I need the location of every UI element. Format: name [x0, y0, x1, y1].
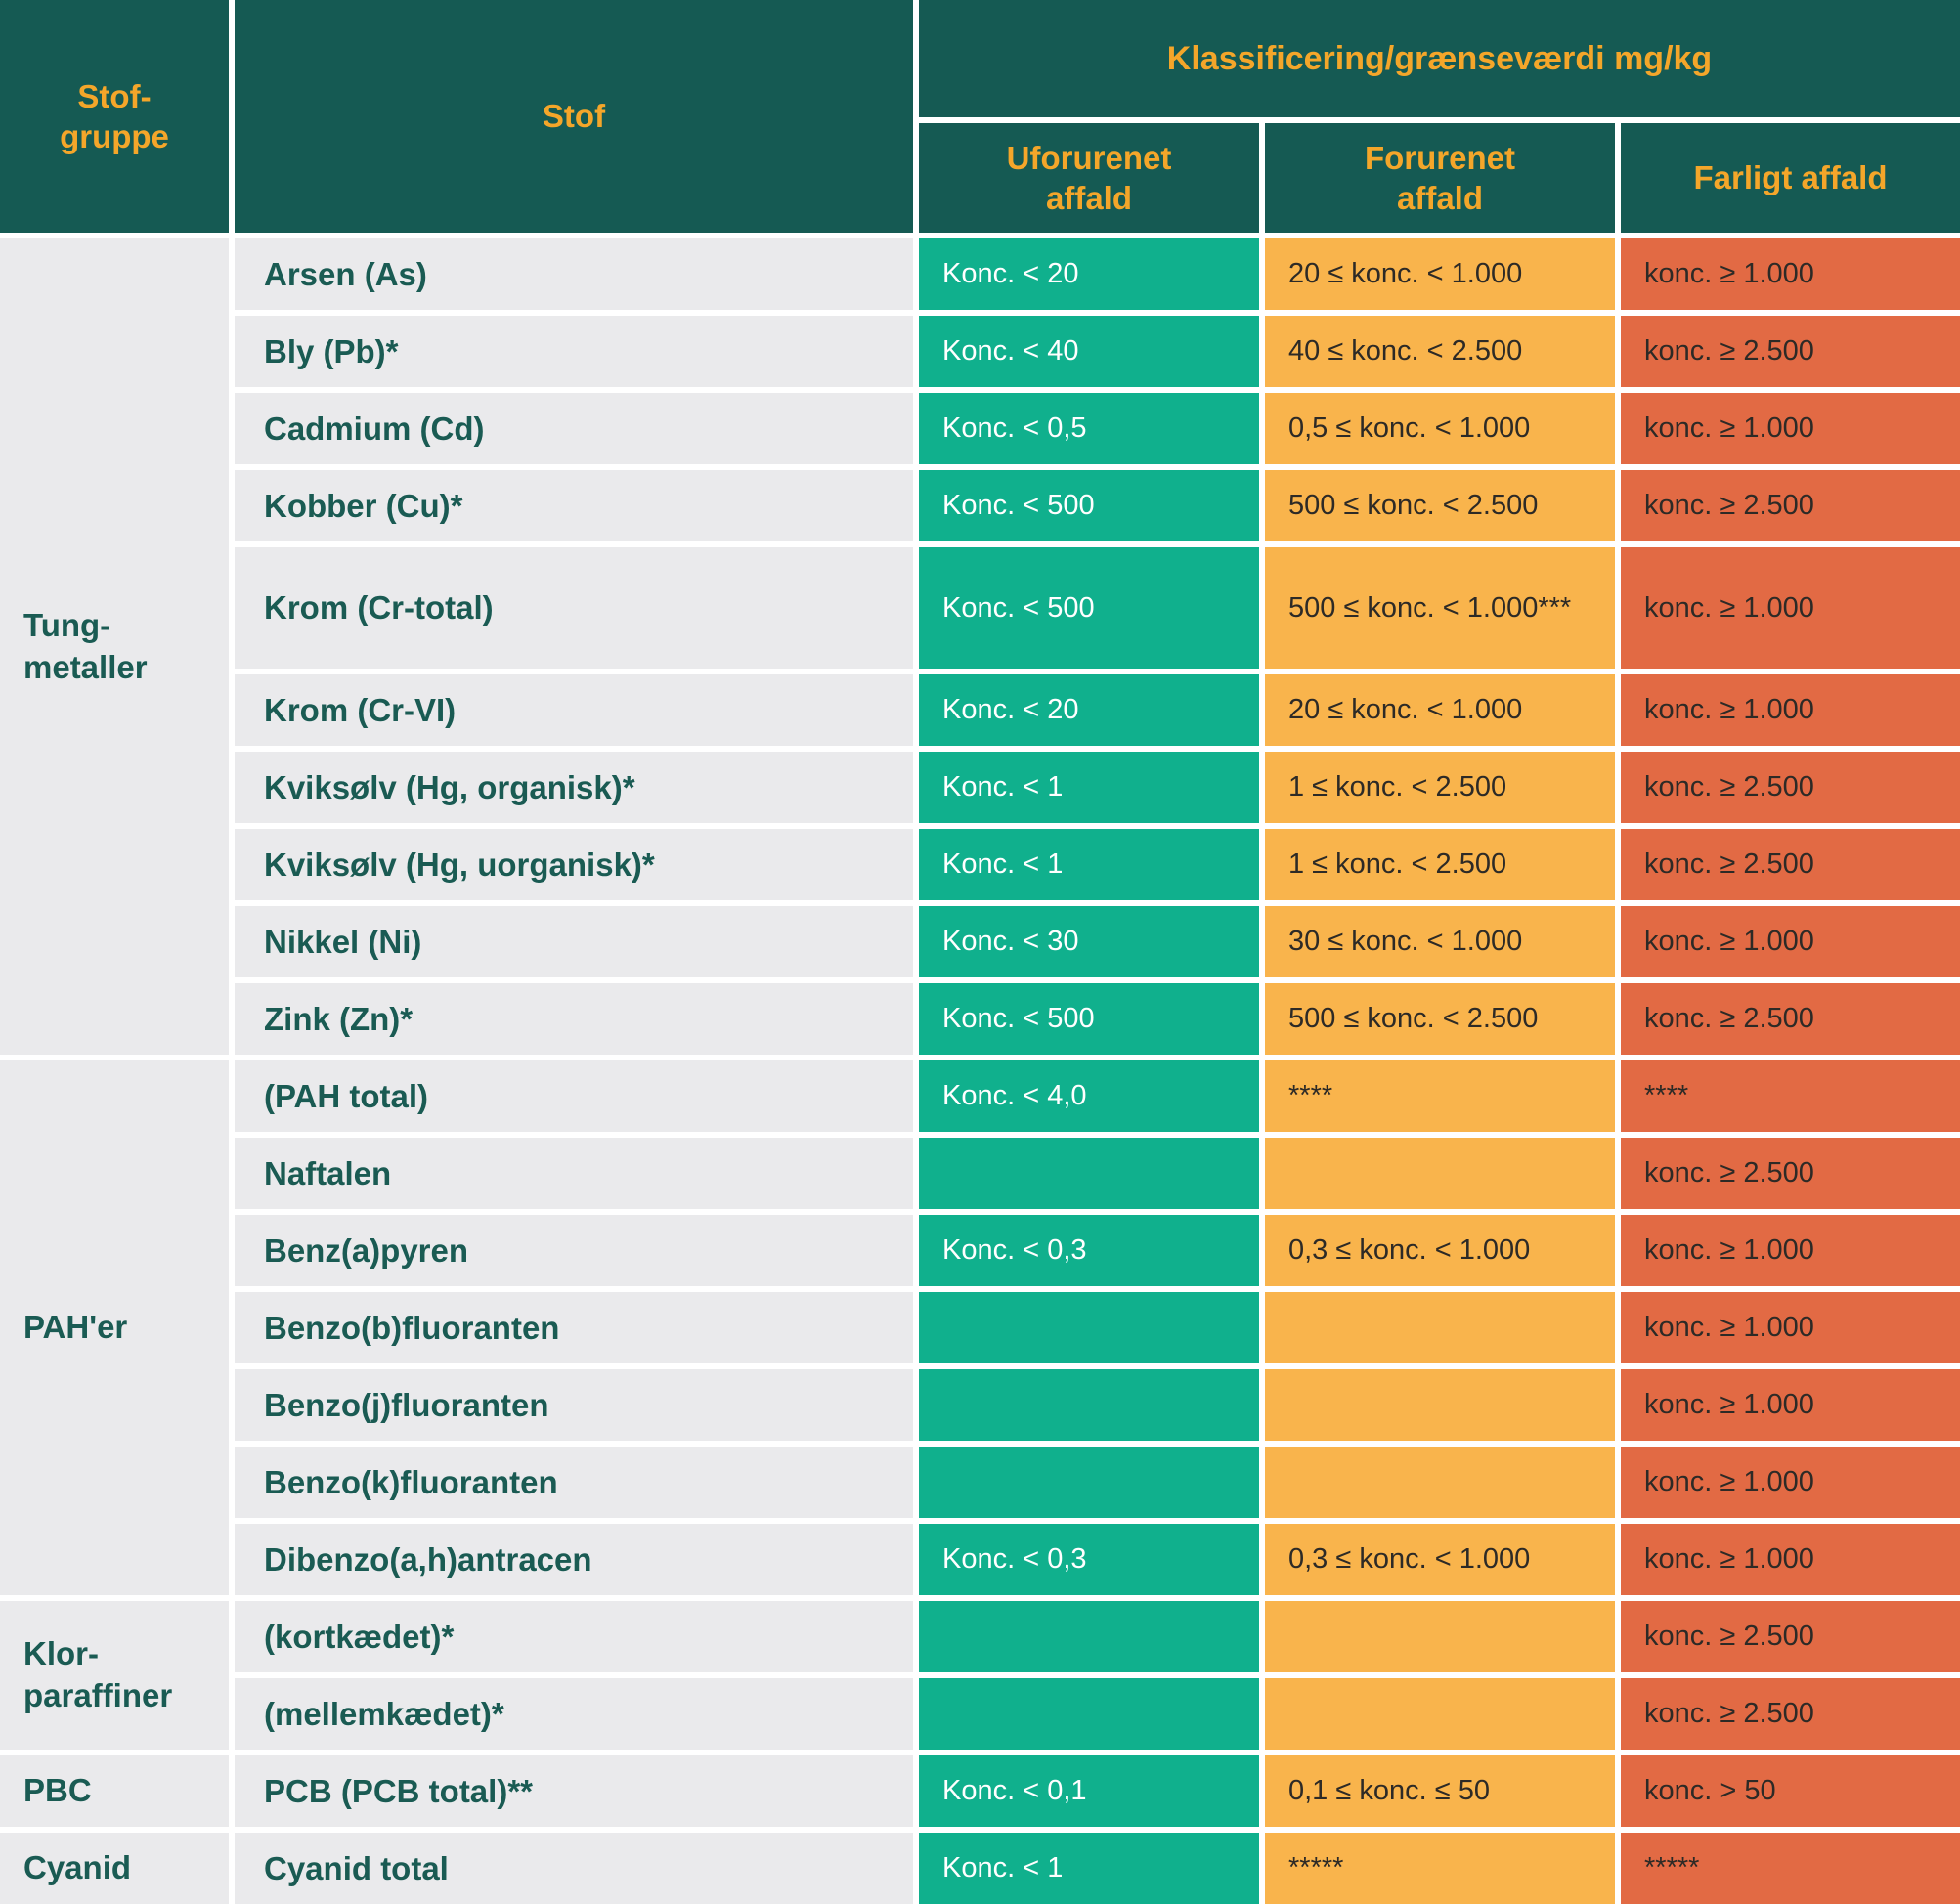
farligt-cell: ****: [1621, 1060, 1960, 1132]
forurenet-cell: 20 ≤ konc. < 1.000: [1265, 674, 1615, 746]
forurenet-cell: *****: [1265, 1833, 1615, 1904]
uforurenet-cell: Konc. < 20: [919, 674, 1259, 746]
farligt-cell: konc. ≥ 1.000: [1621, 1292, 1960, 1363]
substance-cell: Benzo(k)fluoranten: [235, 1447, 913, 1518]
uforurenet-cell: [919, 1678, 1259, 1750]
header-klassificering: Klassificering/grænseværdi mg/kg: [919, 0, 1960, 117]
farligt-cell: konc. ≥ 1.000: [1621, 674, 1960, 746]
forurenet-cell: 0,3 ≤ konc. < 1.000: [1265, 1215, 1615, 1286]
farligt-cell: konc. ≥ 2.500: [1621, 983, 1960, 1055]
substance-cell: Bly (Pb)*: [235, 316, 913, 387]
substance-cell: Benzo(j)fluoranten: [235, 1369, 913, 1441]
substance-cell: Nikkel (Ni): [235, 906, 913, 977]
forurenet-cell: 1 ≤ konc. < 2.500: [1265, 829, 1615, 900]
forurenet-cell: 500 ≤ konc. < 2.500: [1265, 983, 1615, 1055]
uforurenet-cell: Konc. < 500: [919, 470, 1259, 541]
header-stof: Stof: [235, 0, 913, 233]
uforurenet-cell: [919, 1447, 1259, 1518]
forurenet-cell: [1265, 1601, 1615, 1672]
substance-cell: Benzo(b)fluoranten: [235, 1292, 913, 1363]
group-paher: PAH'er: [0, 1060, 229, 1595]
header-stof-gruppe: Stof- gruppe: [0, 0, 229, 233]
forurenet-cell: 40 ≤ konc. < 2.500: [1265, 316, 1615, 387]
uforurenet-cell: Konc. < 20: [919, 238, 1259, 310]
subheader-forurenet: Forurenet affald: [1265, 123, 1615, 233]
substance-cell: (mellemkædet)*: [235, 1678, 913, 1750]
forurenet-cell: [1265, 1292, 1615, 1363]
substance-cell: PCB (PCB total)**: [235, 1755, 913, 1827]
group-pbc: PBC: [0, 1755, 229, 1827]
forurenet-cell: ****: [1265, 1060, 1615, 1132]
substance-cell: Arsen (As): [235, 238, 913, 310]
forurenet-cell: 0,3 ≤ konc. < 1.000: [1265, 1524, 1615, 1595]
uforurenet-cell: Konc. < 40: [919, 316, 1259, 387]
farligt-cell: konc. ≥ 2.500: [1621, 1138, 1960, 1209]
uforurenet-cell: Konc. < 1: [919, 752, 1259, 823]
farligt-cell: konc. ≥ 1.000: [1621, 238, 1960, 310]
farligt-cell: konc. ≥ 1.000: [1621, 906, 1960, 977]
farligt-cell: konc. ≥ 1.000: [1621, 1215, 1960, 1286]
substance-cell: Kviksølv (Hg, uorganisk)*: [235, 829, 913, 900]
forurenet-cell: [1265, 1678, 1615, 1750]
forurenet-cell: 30 ≤ konc. < 1.000: [1265, 906, 1615, 977]
substance-cell: Dibenzo(a,h)antracen: [235, 1524, 913, 1595]
uforurenet-cell: [919, 1601, 1259, 1672]
substance-cell: Zink (Zn)*: [235, 983, 913, 1055]
forurenet-cell: 0,5 ≤ konc. < 1.000: [1265, 393, 1615, 464]
farligt-cell: konc. ≥ 2.500: [1621, 829, 1960, 900]
subheader-farligt: Farligt affald: [1621, 123, 1960, 233]
uforurenet-cell: Konc. < 0,1: [919, 1755, 1259, 1827]
forurenet-cell: 500 ≤ konc. < 1.000***: [1265, 547, 1615, 669]
forurenet-cell: 500 ≤ konc. < 2.500: [1265, 470, 1615, 541]
substance-cell: Kviksølv (Hg, organisk)*: [235, 752, 913, 823]
uforurenet-cell: [919, 1138, 1259, 1209]
group-cyanid: Cyanid: [0, 1833, 229, 1904]
farligt-cell: konc. ≥ 2.500: [1621, 752, 1960, 823]
uforurenet-cell: [919, 1292, 1259, 1363]
uforurenet-cell: Konc. < 0,5: [919, 393, 1259, 464]
substance-cell: Cadmium (Cd): [235, 393, 913, 464]
uforurenet-cell: Konc. < 500: [919, 547, 1259, 669]
substance-cell: Benz(a)pyren: [235, 1215, 913, 1286]
farligt-cell: konc. ≥ 2.500: [1621, 1678, 1960, 1750]
substance-cell: Krom (Cr-total): [235, 547, 913, 669]
substance-cell: Kobber (Cu)*: [235, 470, 913, 541]
farligt-cell: konc. ≥ 1.000: [1621, 1524, 1960, 1595]
farligt-cell: konc. ≥ 1.000: [1621, 547, 1960, 669]
uforurenet-cell: Konc. < 30: [919, 906, 1259, 977]
group-tungmetaller: Tung- metaller: [0, 238, 229, 1055]
farligt-cell: konc. ≥ 2.500: [1621, 1601, 1960, 1672]
farligt-cell: konc. ≥ 1.000: [1621, 1447, 1960, 1518]
forurenet-cell: [1265, 1138, 1615, 1209]
substance-cell: Krom (Cr-VI): [235, 674, 913, 746]
farligt-cell: konc. ≥ 2.500: [1621, 316, 1960, 387]
forurenet-cell: [1265, 1369, 1615, 1441]
forurenet-cell: 0,1 ≤ konc. ≤ 50: [1265, 1755, 1615, 1827]
farligt-cell: konc. > 50: [1621, 1755, 1960, 1827]
forurenet-cell: 20 ≤ konc. < 1.000: [1265, 238, 1615, 310]
substance-cell: Naftalen: [235, 1138, 913, 1209]
farligt-cell: konc. ≥ 1.000: [1621, 1369, 1960, 1441]
uforurenet-cell: Konc. < 1: [919, 1833, 1259, 1904]
farligt-cell: *****: [1621, 1833, 1960, 1904]
forurenet-cell: 1 ≤ konc. < 2.500: [1265, 752, 1615, 823]
substance-cell: (kortkædet)*: [235, 1601, 913, 1672]
uforurenet-cell: Konc. < 500: [919, 983, 1259, 1055]
subheader-uforurenet: Uforurenet affald: [919, 123, 1259, 233]
farligt-cell: konc. ≥ 1.000: [1621, 393, 1960, 464]
farligt-cell: konc. ≥ 2.500: [1621, 470, 1960, 541]
uforurenet-cell: Konc. < 0,3: [919, 1524, 1259, 1595]
uforurenet-cell: Konc. < 1: [919, 829, 1259, 900]
substance-cell: Cyanid total: [235, 1833, 913, 1904]
uforurenet-cell: Konc. < 0,3: [919, 1215, 1259, 1286]
forurenet-cell: [1265, 1447, 1615, 1518]
substance-cell: (PAH total): [235, 1060, 913, 1132]
uforurenet-cell: [919, 1369, 1259, 1441]
group-klorparaffiner: Klor- paraffiner: [0, 1601, 229, 1750]
uforurenet-cell: Konc. < 4,0: [919, 1060, 1259, 1132]
